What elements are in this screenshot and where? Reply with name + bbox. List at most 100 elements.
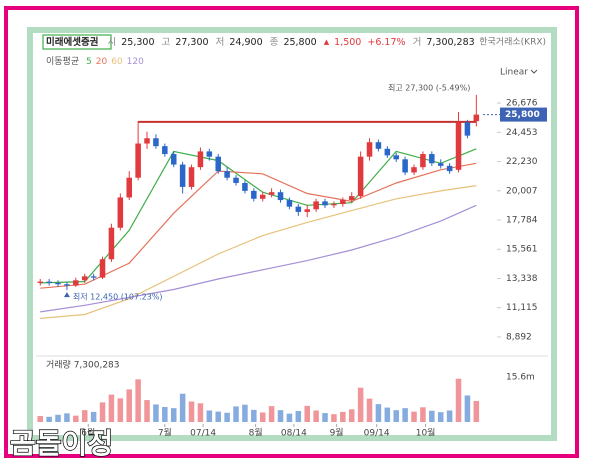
candle-body	[224, 171, 230, 178]
quote-value: 27,300	[175, 37, 208, 48]
candle-body	[420, 154, 426, 168]
x-tick-label: 6월	[81, 427, 95, 439]
volume-bar	[197, 403, 204, 422]
x-tick-label: 09/14	[364, 429, 390, 439]
y-tick-label: 13,338	[506, 274, 538, 284]
current-price-label: 25,800	[505, 110, 540, 120]
volume-bar	[455, 378, 462, 422]
volume-bar	[259, 412, 266, 422]
quote-value: 7,300,283	[426, 37, 474, 48]
candle-body	[429, 154, 435, 164]
candle-body	[153, 138, 159, 147]
stock-name: 미래에셋증권	[46, 36, 98, 48]
volume-bar	[117, 398, 124, 422]
name-box	[42, 34, 112, 50]
ma-legend: 이동평균 5 20 60 120	[46, 56, 144, 67]
y-tick-label: 8,892	[506, 332, 532, 342]
candle-body	[393, 155, 399, 160]
change: 1,500	[334, 37, 361, 48]
quote-label: 종	[270, 37, 279, 48]
candle-body	[73, 280, 79, 286]
volume-bar	[46, 416, 52, 422]
candle-body	[144, 138, 150, 144]
candle-body	[295, 206, 302, 212]
candle-body	[81, 276, 88, 281]
exchange: 한국거래소(KRX)	[479, 37, 546, 48]
volume-bar	[366, 398, 373, 422]
change-pct: +6.17%	[367, 37, 405, 48]
chevron[interactable]	[530, 69, 538, 74]
x-tick-label: 10월	[416, 427, 436, 439]
candle-body	[464, 122, 471, 136]
quote-value: 25,300	[121, 37, 154, 48]
candle-body	[90, 276, 97, 278]
volume-bar	[135, 379, 141, 422]
legend-entry: 5	[86, 57, 92, 67]
candle-body	[473, 114, 480, 122]
x-tick-label: 07/14	[190, 429, 216, 439]
candle-body	[455, 122, 462, 170]
candle-body	[64, 284, 70, 286]
quote-header: 미래에셋증권 시 25,300 고 27,300 저 24,900 종 25,8…	[46, 36, 475, 48]
volume-bar	[251, 409, 257, 422]
quote-label: 고	[162, 37, 171, 48]
volume-bar	[340, 411, 346, 422]
candle-body	[268, 192, 275, 195]
volume-bar	[473, 400, 480, 422]
volume-bar	[108, 394, 115, 422]
volume-bar	[179, 393, 186, 422]
candle-body	[126, 177, 132, 198]
y-tick-label: 24,453	[506, 128, 538, 138]
volume-bar	[162, 407, 168, 422]
candle-body	[117, 197, 124, 228]
volume-bar	[331, 414, 337, 422]
volume-bar	[313, 410, 319, 422]
volume-bar	[55, 414, 61, 422]
volume-bar	[188, 401, 195, 422]
candle-body	[286, 200, 293, 207]
quote-label: 저	[216, 37, 225, 48]
ma-legend-title: 이동평균	[46, 56, 79, 67]
volume-bar	[322, 413, 328, 422]
volume-bar	[464, 395, 471, 422]
low-note: 최저 12,450 (107.23%)	[73, 292, 163, 302]
quote-value: 24,900	[229, 37, 262, 48]
volume-bar	[37, 415, 43, 422]
volume-bar	[81, 410, 88, 422]
volume-bar	[268, 406, 275, 422]
x-tick-label: 8월	[249, 427, 263, 439]
candle-body	[242, 182, 248, 191]
ma-line	[40, 148, 477, 284]
volume-bar	[126, 389, 132, 422]
candle-body	[46, 281, 52, 283]
candle-body	[251, 190, 257, 199]
volume-bar	[446, 410, 453, 422]
candle-body	[384, 148, 391, 156]
volume-bar	[215, 411, 221, 422]
quote-label: 시	[107, 37, 116, 48]
ma-line	[40, 162, 477, 289]
volume-bar	[64, 413, 70, 422]
legend-entry: 20	[96, 57, 108, 67]
y-tick-label: 15,561	[506, 245, 538, 255]
x-tick-label: 9월	[330, 427, 344, 439]
y-tick-label: 26,676	[506, 99, 538, 109]
volume-bar	[429, 410, 435, 422]
legend-entry: 120	[127, 57, 144, 67]
volume-bar	[411, 411, 417, 422]
volume-bar	[420, 407, 426, 422]
candle-body	[37, 281, 43, 283]
candle-body	[446, 165, 453, 172]
quote-value: 25,800	[283, 37, 316, 48]
scale-mode[interactable]: Linear	[500, 68, 528, 78]
inner-frame	[27, 27, 557, 441]
volume-bar	[90, 411, 97, 422]
candle-body	[340, 200, 346, 205]
candle-body	[437, 163, 444, 166]
volume-bar	[224, 412, 230, 422]
candle-body	[366, 142, 373, 157]
candle-body	[188, 167, 195, 187]
candle-body	[170, 154, 177, 165]
volume-bar	[402, 408, 408, 422]
ma-line	[40, 185, 477, 319]
